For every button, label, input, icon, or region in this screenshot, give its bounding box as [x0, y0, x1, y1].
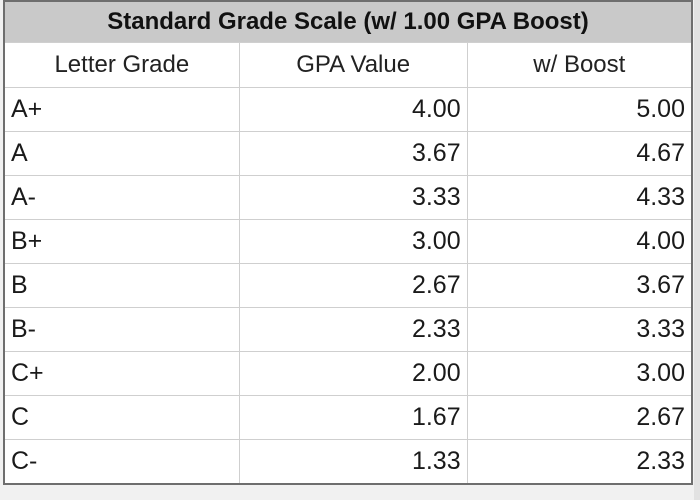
table-row: C- 1.33 2.33: [3, 439, 693, 485]
gpa-value-cell[interactable]: 2.33: [238, 307, 468, 352]
boost-value-cell[interactable]: 2.67: [466, 395, 693, 440]
boost-value-cell[interactable]: 4.67: [466, 131, 693, 176]
table-row: C 1.67 2.67: [3, 395, 693, 440]
gpa-value-cell[interactable]: 3.67: [238, 131, 468, 176]
boost-value-cell[interactable]: 3.67: [466, 263, 693, 308]
boost-value-cell[interactable]: 4.33: [466, 175, 693, 220]
letter-grade-cell[interactable]: C+: [3, 351, 240, 396]
gpa-value-cell[interactable]: 2.67: [238, 263, 468, 308]
boost-value-cell[interactable]: 4.00: [466, 219, 693, 264]
header-letter-grade[interactable]: Letter Grade: [3, 42, 240, 88]
gpa-value-cell[interactable]: 1.33: [238, 439, 468, 485]
header-with-boost[interactable]: w/ Boost: [466, 42, 693, 88]
letter-grade-cell[interactable]: B: [3, 263, 240, 308]
letter-grade-cell[interactable]: B+: [3, 219, 240, 264]
table-row: B 2.67 3.67: [3, 263, 693, 308]
gpa-value-cell[interactable]: 4.00: [238, 87, 468, 132]
table-row: C+ 2.00 3.00: [3, 351, 693, 396]
boost-value-cell[interactable]: 2.33: [466, 439, 693, 485]
table-row: B- 2.33 3.33: [3, 307, 693, 352]
boost-value-cell[interactable]: 3.00: [466, 351, 693, 396]
window-edge: [694, 0, 700, 500]
table-row: B+ 3.00 4.00: [3, 219, 693, 264]
boost-value-cell[interactable]: 5.00: [466, 87, 693, 132]
table-title[interactable]: Standard Grade Scale (w/ 1.00 GPA Boost): [3, 0, 693, 43]
gpa-value-cell[interactable]: 2.00: [238, 351, 468, 396]
table-row: A 3.67 4.67: [3, 131, 693, 176]
letter-grade-cell[interactable]: A-: [3, 175, 240, 220]
gpa-value-cell[interactable]: 3.33: [238, 175, 468, 220]
header-gpa-value[interactable]: GPA Value: [238, 42, 468, 88]
gpa-value-cell[interactable]: 1.67: [238, 395, 468, 440]
boost-value-cell[interactable]: 3.33: [466, 307, 693, 352]
letter-grade-cell[interactable]: B-: [3, 307, 240, 352]
table-row: A+ 4.00 5.00: [3, 87, 693, 132]
grade-scale-table: Standard Grade Scale (w/ 1.00 GPA Boost)…: [3, 0, 693, 485]
letter-grade-cell[interactable]: A: [3, 131, 240, 176]
letter-grade-cell[interactable]: C-: [3, 439, 240, 485]
letter-grade-cell[interactable]: A+: [3, 87, 240, 132]
gpa-value-cell[interactable]: 3.00: [238, 219, 468, 264]
letter-grade-cell[interactable]: C: [3, 395, 240, 440]
table-row: A- 3.33 4.33: [3, 175, 693, 220]
